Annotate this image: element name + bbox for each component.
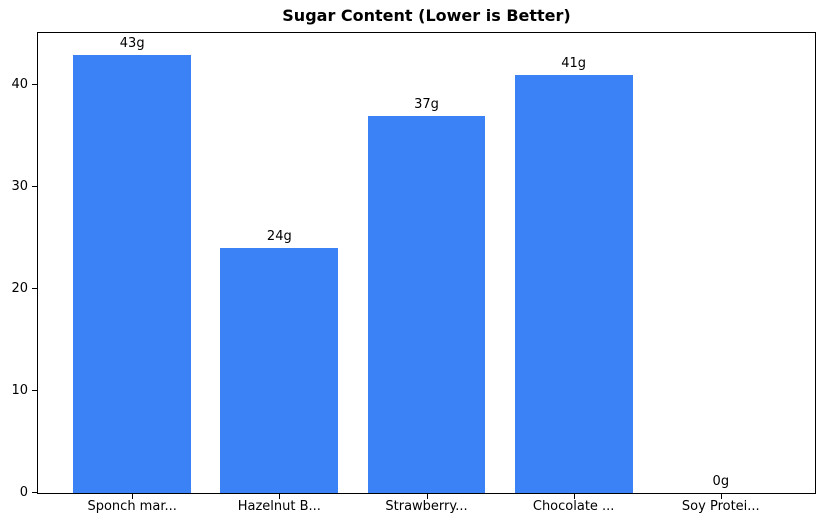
x-axis-tick-label: Hazelnut B... [237, 499, 321, 514]
x-axis-tick [720, 494, 722, 499]
y-axis-tick [32, 84, 37, 86]
chart-title: Sugar Content (Lower is Better) [282, 6, 571, 25]
bar [73, 54, 192, 493]
y-axis-tick-label: 20 [11, 281, 28, 297]
plot-area: 43g Sponch mar... 24g Hazelnut B... 37g Straw… [11, 32, 816, 513]
bar-value-label: 37g [414, 97, 439, 113]
y-axis-tick-label: 40 [11, 77, 28, 93]
x-axis-tick-label: Sponch mar... [87, 499, 177, 514]
y-axis-tick-label: 30 [11, 179, 28, 195]
x-axis-tick [573, 494, 575, 499]
y-axis-tick [32, 288, 37, 290]
x-axis-tick [426, 494, 428, 499]
bar-value-label: 0g [712, 474, 730, 489]
x-axis-tick-label: Chocolate ... [532, 499, 615, 514]
y-axis-tick [32, 186, 37, 188]
bar-value-label: 41g [561, 56, 587, 72]
y-axis-tick [32, 390, 37, 392]
x-axis-tick-label: Strawberry... [385, 499, 468, 514]
y-axis-tick [32, 492, 37, 493]
bar [514, 75, 633, 493]
x-axis-tick [279, 494, 281, 499]
bar-value-label: 24g [266, 229, 292, 245]
x-axis-tick-label: Soy Protei... [681, 499, 760, 514]
bar [220, 248, 339, 493]
x-axis-tick [132, 494, 134, 499]
y-axis-tick-label: 10 [11, 383, 28, 399]
y-axis-tick-label: 0 [19, 485, 28, 500]
bar-value-label: 43g [119, 35, 145, 51]
bar [367, 116, 486, 493]
